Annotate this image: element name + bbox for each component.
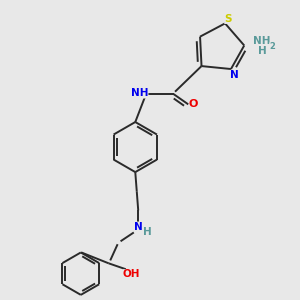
Text: 2: 2 bbox=[269, 42, 275, 51]
Text: N: N bbox=[230, 70, 238, 80]
Text: NH: NH bbox=[253, 36, 271, 46]
Text: S: S bbox=[224, 14, 232, 24]
Text: NH: NH bbox=[131, 88, 148, 98]
Text: N: N bbox=[134, 222, 142, 232]
Text: OH: OH bbox=[123, 269, 140, 279]
Text: H: H bbox=[143, 226, 152, 237]
Text: H: H bbox=[258, 46, 267, 56]
Text: O: O bbox=[189, 99, 198, 109]
